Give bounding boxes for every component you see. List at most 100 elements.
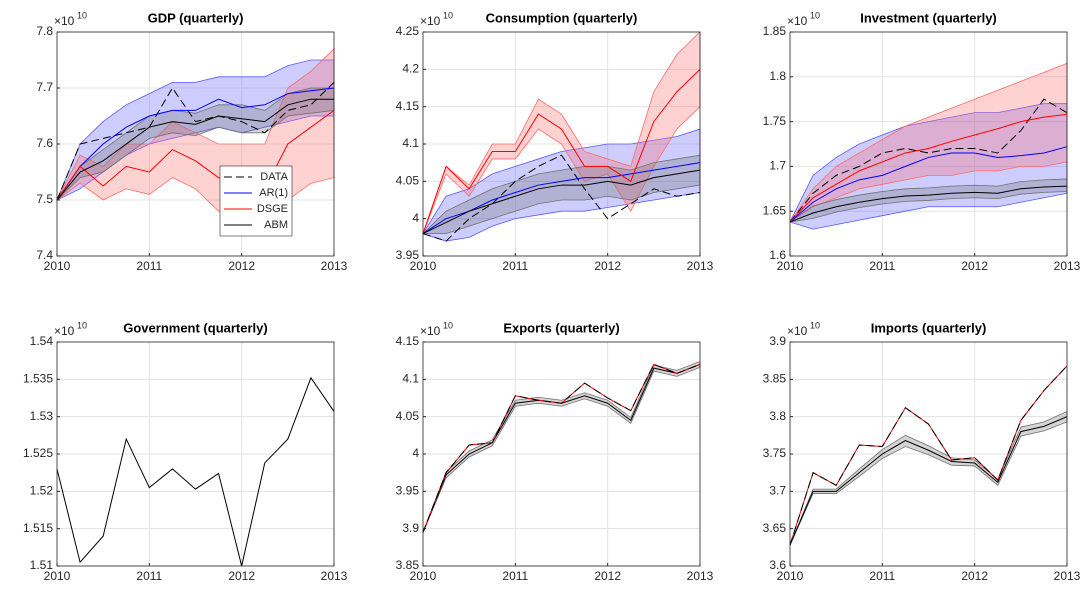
y-multiplier: ×10 xyxy=(787,14,808,28)
series-line xyxy=(789,98,1068,223)
series-line xyxy=(422,68,701,234)
y-tick-label: 4.05 xyxy=(396,409,420,423)
y-multiplier: ×10 xyxy=(420,324,441,338)
chart-title: Investment (quarterly) xyxy=(860,10,997,25)
y-tick-label: 1.525 xyxy=(23,446,53,460)
plot-frame xyxy=(789,31,1068,257)
y-tick-label: 3.95 xyxy=(396,484,420,498)
x-tick-label: 2013 xyxy=(321,259,348,273)
series-line xyxy=(789,113,1068,223)
legend-box xyxy=(219,165,293,237)
x-tick-label: 2013 xyxy=(1054,259,1081,273)
y-tick-label: 3.65 xyxy=(763,521,787,535)
y-tick-label: 4.25 xyxy=(396,24,420,38)
y-tick-label: 4.15 xyxy=(396,334,420,348)
y-exponent: 10 xyxy=(443,320,453,330)
y-tick-label: 1.52 xyxy=(30,484,54,498)
y-tick-label: 3.8 xyxy=(769,409,786,423)
chart-title: Imports (quarterly) xyxy=(871,320,987,335)
chart-title: Government (quarterly) xyxy=(123,320,267,335)
y-tick-label: 4.1 xyxy=(402,372,419,386)
legend-label: DATA xyxy=(260,171,288,183)
series-line xyxy=(789,146,1068,223)
y-tick-label: 3.6 xyxy=(769,558,786,572)
y-exponent: 10 xyxy=(443,10,453,20)
legend-label: ABM xyxy=(264,219,288,231)
chart-title: Exports (quarterly) xyxy=(503,320,619,335)
x-tick-label: 2011 xyxy=(136,259,162,273)
x-tick-label: 2012 xyxy=(594,259,621,273)
y-tick-label: 1.54 xyxy=(30,334,54,348)
y-tick-label: 4 xyxy=(412,211,419,225)
x-tick-label: 2010 xyxy=(777,569,804,583)
y-tick-label: 7.6 xyxy=(36,136,53,150)
x-tick-label: 2010 xyxy=(410,569,437,583)
chart-title: Consumption (quarterly) xyxy=(486,10,638,25)
series-line xyxy=(789,365,1068,546)
y-tick-label: 1.75 xyxy=(763,114,787,128)
x-tick-label: 2012 xyxy=(228,569,255,583)
y-tick-label: 3.9 xyxy=(402,521,419,535)
series-line xyxy=(56,376,335,567)
x-tick-label: 2010 xyxy=(44,259,71,273)
x-tick-label: 2012 xyxy=(961,569,988,583)
y-tick-label: 7.5 xyxy=(36,192,53,206)
plot-frame xyxy=(56,341,335,567)
series-line xyxy=(56,109,335,201)
x-tick-label: 2011 xyxy=(502,569,528,583)
y-multiplier: ×10 xyxy=(54,14,75,28)
y-multiplier: ×10 xyxy=(420,14,441,28)
x-tick-label: 2010 xyxy=(44,569,71,583)
x-tick-label: 2012 xyxy=(594,569,621,583)
y-tick-label: 4 xyxy=(412,446,419,460)
y-exponent: 10 xyxy=(77,10,87,20)
y-tick-label: 7.4 xyxy=(36,248,53,262)
y-tick-label: 7.8 xyxy=(36,24,53,38)
y-tick-label: 1.515 xyxy=(23,521,53,535)
confidence-band xyxy=(789,410,1068,546)
y-tick-label: 1.85 xyxy=(763,24,787,38)
plot-frame xyxy=(422,341,701,567)
x-tick-label: 2013 xyxy=(687,569,714,583)
x-tick-label: 2012 xyxy=(228,259,255,273)
x-tick-label: 2011 xyxy=(869,569,895,583)
plot-frame xyxy=(789,341,1068,567)
series-line xyxy=(789,416,1068,546)
y-exponent: 10 xyxy=(810,320,820,330)
y-tick-label: 1.535 xyxy=(23,372,53,386)
x-tick-label: 2011 xyxy=(136,569,162,583)
chart-title: GDP (quarterly) xyxy=(148,10,244,25)
y-tick-label: 3.95 xyxy=(396,248,420,262)
y-tick-label: 1.51 xyxy=(30,558,54,572)
y-tick-label: 1.53 xyxy=(30,409,54,423)
y-tick-label: 4.1 xyxy=(402,136,419,150)
series-line xyxy=(789,365,1068,546)
x-tick-label: 2011 xyxy=(502,259,528,273)
x-tick-label: 2011 xyxy=(869,259,895,273)
x-tick-label: 2013 xyxy=(321,569,348,583)
legend-label: AR(1) xyxy=(259,187,288,199)
series-line xyxy=(422,363,701,533)
series-line xyxy=(56,87,335,201)
y-tick-label: 3.85 xyxy=(396,558,420,572)
y-tick-label: 4.15 xyxy=(396,99,420,113)
series-line xyxy=(422,154,701,242)
y-tick-label: 3.7 xyxy=(769,484,786,498)
y-tick-label: 7.7 xyxy=(36,80,53,94)
series-line xyxy=(789,185,1068,223)
x-tick-label: 2010 xyxy=(777,259,804,273)
y-tick-label: 4.05 xyxy=(396,174,420,188)
series-line xyxy=(422,363,701,533)
plot-frame xyxy=(422,31,701,257)
y-multiplier: ×10 xyxy=(787,324,808,338)
series-line xyxy=(56,82,335,201)
legend-label: DSGE xyxy=(257,203,288,215)
y-tick-label: 1.6 xyxy=(769,248,786,262)
series-line xyxy=(56,98,334,201)
x-tick-label: 2013 xyxy=(687,259,714,273)
x-tick-label: 2012 xyxy=(961,259,988,273)
series-line xyxy=(422,363,701,533)
x-tick-label: 2013 xyxy=(1054,569,1081,583)
x-tick-label: 2010 xyxy=(410,259,437,273)
